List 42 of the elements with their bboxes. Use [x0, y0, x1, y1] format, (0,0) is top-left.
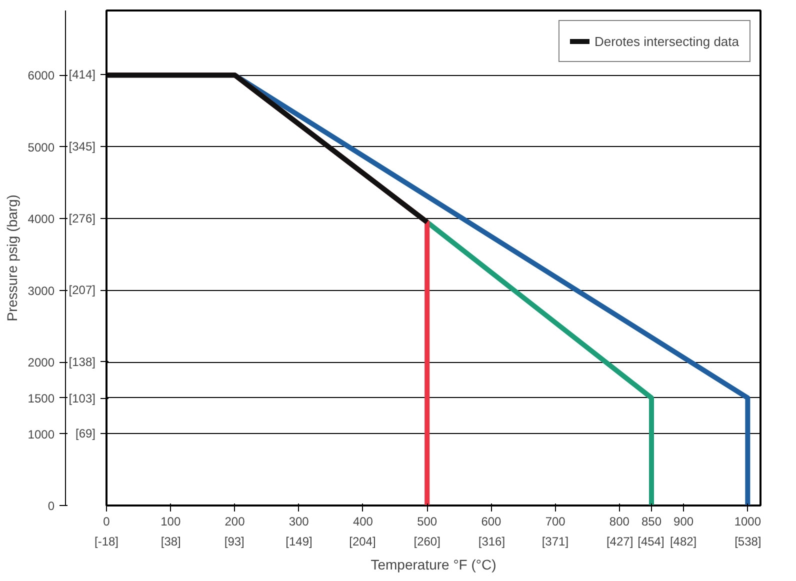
x2-tick-label: [38] — [160, 534, 181, 548]
x-tick-label: 100 — [160, 514, 181, 528]
x-tick-label: 850 — [641, 514, 662, 528]
x-tick-label: 700 — [545, 514, 566, 528]
x-tick-label: 300 — [288, 514, 310, 528]
x2-tick-label: [-18] — [94, 534, 119, 548]
x-tick-label: 1000 — [734, 514, 762, 528]
x2-tick-label: [260] — [414, 534, 440, 548]
y2-tick-label: [207] — [68, 283, 96, 298]
x-tick-label: 500 — [417, 514, 438, 528]
y2-tick-label: [103] — [68, 391, 96, 406]
x2-tick-label: [427] — [606, 534, 634, 548]
x2-tick-label: [538] — [734, 534, 762, 548]
x-tick-label: 900 — [674, 514, 694, 528]
x-tick-label: 800 — [609, 514, 630, 528]
x2-tick-label: [93] — [224, 534, 244, 548]
x-tick-label: 0 — [103, 514, 110, 528]
x-tick-label: 600 — [481, 514, 502, 528]
y2-tick-label: [414] — [68, 68, 96, 82]
y-tick-label: 1000 — [28, 427, 55, 442]
x2-tick-label: [204] — [349, 534, 376, 548]
y-tick-label: 3000 — [28, 284, 55, 298]
x2-tick-label: [482] — [670, 534, 697, 548]
y-tick-label: 6000 — [28, 68, 55, 83]
x2-tick-label: [454] — [638, 534, 664, 548]
y-tick-label: 2000 — [28, 356, 55, 370]
x-tick-label: 400 — [352, 514, 374, 528]
y2-tick-label: [138] — [68, 354, 96, 369]
x2-tick-label: [149] — [286, 534, 312, 548]
y2-tick-label: [69] — [75, 426, 96, 441]
x2-tick-label: [371] — [542, 534, 569, 548]
y-tick-label: 5000 — [28, 140, 55, 154]
y-axis-title: Pressure psig (barg) — [4, 194, 20, 322]
y-tick-label: 1500 — [28, 391, 55, 406]
x2-tick-label: [316] — [478, 534, 506, 548]
y-tick-label: 4000 — [28, 212, 55, 226]
y2-tick-label: [345] — [68, 140, 96, 154]
x-tick-label: 200 — [224, 514, 246, 528]
x-axis-title: Temperature °F (°C) — [370, 556, 496, 572]
y2-tick-label: [276] — [68, 211, 96, 226]
legend-label: Derotes intersecting data — [594, 34, 739, 48]
y-tick-label: 0 — [48, 499, 55, 513]
